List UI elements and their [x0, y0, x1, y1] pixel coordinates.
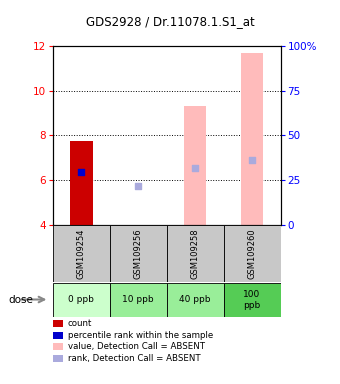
Text: dose: dose: [8, 295, 33, 305]
Text: 10 ppb: 10 ppb: [122, 295, 154, 305]
Bar: [53, 283, 109, 317]
Bar: [224, 225, 280, 282]
Bar: [241, 53, 264, 225]
Text: 0 ppb: 0 ppb: [68, 295, 94, 305]
Bar: [53, 225, 109, 282]
Text: value, Detection Call = ABSENT: value, Detection Call = ABSENT: [68, 342, 205, 351]
Bar: [184, 106, 206, 225]
Bar: [224, 283, 280, 317]
Text: percentile rank within the sample: percentile rank within the sample: [68, 331, 213, 340]
Text: GSM109256: GSM109256: [134, 228, 142, 279]
Bar: [167, 225, 224, 282]
Text: count: count: [68, 319, 92, 328]
Text: GSM109260: GSM109260: [248, 228, 256, 279]
Text: GSM109254: GSM109254: [77, 228, 86, 279]
Text: 40 ppb: 40 ppb: [179, 295, 211, 305]
Text: 100
ppb: 100 ppb: [243, 290, 261, 310]
Point: [79, 169, 84, 175]
Point: [249, 157, 255, 163]
Text: rank, Detection Call = ABSENT: rank, Detection Call = ABSENT: [68, 354, 201, 363]
Text: GSM109258: GSM109258: [191, 228, 200, 279]
Bar: [70, 141, 92, 225]
Point: [192, 165, 198, 171]
Bar: [109, 283, 167, 317]
Text: GDS2928 / Dr.11078.1.S1_at: GDS2928 / Dr.11078.1.S1_at: [86, 15, 254, 28]
Bar: [109, 225, 167, 282]
Bar: [167, 283, 224, 317]
Point: [135, 183, 141, 189]
